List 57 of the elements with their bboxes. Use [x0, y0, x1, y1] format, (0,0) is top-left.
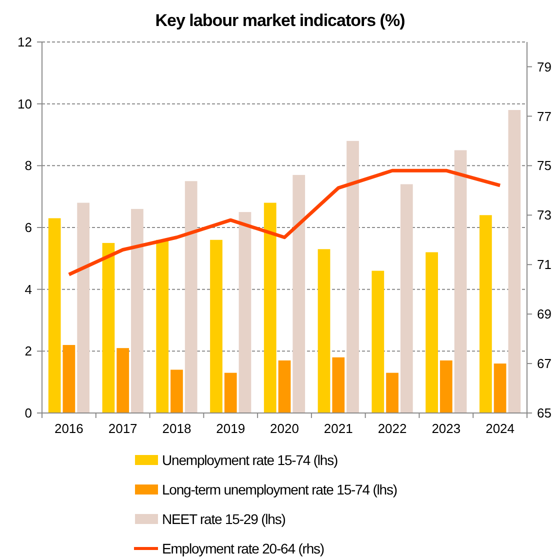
- y2-tick-label: 67: [537, 356, 552, 372]
- bar: [372, 270, 384, 413]
- bar: [131, 208, 144, 413]
- bar: [508, 110, 521, 413]
- x-tick-label: 2022: [378, 421, 407, 436]
- bar: [156, 240, 169, 413]
- bar: [400, 184, 413, 413]
- y2-tick-label: 77: [537, 108, 552, 124]
- y-tick-label: 2: [24, 344, 32, 359]
- bar: [102, 242, 115, 413]
- y2-tick-label: 71: [537, 257, 552, 272]
- bar: [77, 202, 90, 413]
- y2-tick-label: 75: [537, 158, 552, 174]
- bar: [264, 202, 276, 413]
- bar: [386, 372, 398, 413]
- legend-label: NEET rate 15-29 (lhs): [162, 510, 286, 527]
- bar: [184, 181, 198, 413]
- bar: [170, 370, 183, 413]
- bar: [48, 218, 61, 413]
- y-tick-label: 6: [24, 220, 32, 236]
- x-tick-label: 2020: [270, 421, 299, 436]
- y-tick-label: 10: [18, 96, 32, 112]
- y2-tick-label: 79: [537, 59, 552, 74]
- line-series: [67, 168, 502, 276]
- bar: [210, 240, 222, 413]
- bar: [116, 348, 130, 413]
- bar: [480, 215, 492, 413]
- bar: [426, 252, 438, 413]
- x-tick-label: 2023: [432, 421, 461, 436]
- y-tick-label: 4: [24, 282, 32, 297]
- y2-tick-label: 65: [537, 406, 552, 421]
- x-tick-label: 2017: [108, 421, 138, 436]
- chart-title: Key labour market indicators (%): [155, 11, 405, 30]
- bar: [238, 212, 252, 413]
- bar: [318, 249, 330, 413]
- y2-tick-label: 69: [537, 306, 552, 322]
- bar: [454, 150, 467, 413]
- legend-label: Unemployment rate 15-74 (lhs): [162, 452, 338, 468]
- legend-label: Long-term unemployment rate 15-74 (lhs): [162, 481, 397, 498]
- x-tick-label: 2019: [216, 421, 246, 436]
- bar: [224, 372, 237, 413]
- y-tick-label: 8: [24, 158, 32, 174]
- bar: [292, 174, 306, 413]
- x-tick-label: 2016: [54, 421, 84, 436]
- bar: [332, 357, 345, 413]
- bar: [440, 360, 452, 413]
- bar: [346, 140, 359, 413]
- x-tick-label: 2021: [324, 421, 353, 436]
- bar: [62, 344, 76, 413]
- legend-label: Employment rate 20-64 (rhs): [162, 540, 324, 556]
- x-tick-label: 2018: [162, 421, 192, 436]
- y-tick-label: 0: [24, 406, 32, 421]
- x-tick-label: 2024: [486, 421, 515, 436]
- bar: [494, 364, 506, 413]
- bar: [278, 360, 291, 413]
- y2-tick-label: 73: [537, 208, 552, 223]
- y-tick-label: 12: [18, 34, 32, 50]
